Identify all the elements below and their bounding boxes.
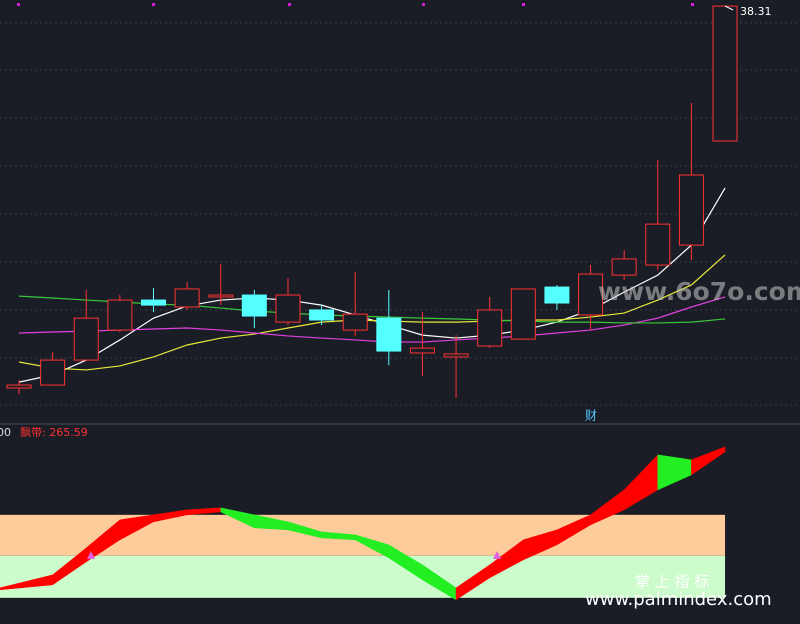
moving-average [18,296,726,343]
candle-body [275,294,301,323]
brand: 掌 上 指 标 [635,573,709,591]
candle-body [309,309,335,321]
ribbon-label-text: 飘带: [20,426,46,439]
dot [691,3,694,6]
candle-body [645,223,671,266]
candle-body [712,5,738,142]
candle-body [208,294,234,298]
upper-panel [6,5,738,399]
moving-average [18,295,726,324]
top-dots [17,3,694,6]
dot [152,3,155,6]
ribbon-value: 265.59 [49,426,88,439]
high-label: 38.31 [740,5,772,18]
candle-body [544,286,570,304]
candle-body [409,347,435,354]
candle-body [241,294,267,317]
ribbon-segment [691,446,726,476]
candle-body [73,317,99,361]
grid [0,22,800,425]
candle-body [510,288,536,340]
candle-body [611,258,637,276]
watermark: www.6o7o.com [598,277,800,306]
dot [17,3,20,6]
candle-body [578,273,604,316]
candle-body [140,299,166,306]
candle-body [107,299,133,331]
signal-marker [87,551,95,559]
lower-panel [0,446,726,601]
signal-marker [493,551,501,559]
ribbon-segment [657,454,692,491]
candle-body [174,288,200,308]
candle-body [376,317,402,352]
candle-body [342,313,368,331]
dot [288,3,291,6]
event-marker: 财 [585,409,597,423]
moving-average [18,254,726,371]
ribbon-segment [186,507,221,516]
candle-body [678,174,704,246]
site: www.palmindex.com [585,589,772,610]
high-pointer [724,5,734,11]
candle-body [477,309,503,347]
truncated-label: 00 [0,426,11,439]
candle-body [6,384,32,389]
dot [422,3,425,6]
ribbon-segment [623,454,659,511]
zone [0,555,726,598]
candle-body [40,359,66,386]
candle-body [443,353,469,358]
dot [522,3,525,6]
ribbon-label: 飘带: 265.59 [20,426,88,439]
